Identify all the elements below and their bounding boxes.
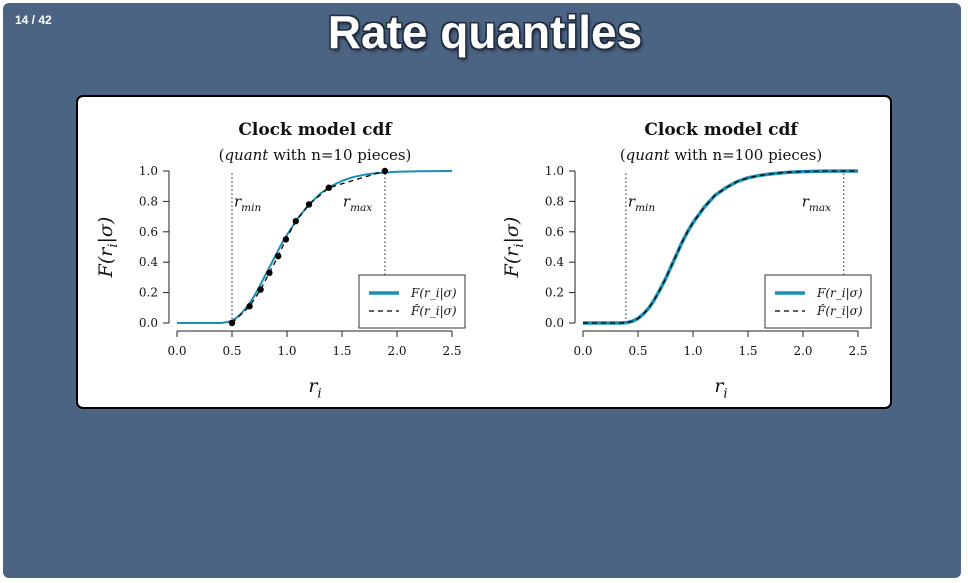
quantile-point <box>292 217 299 225</box>
quantile-point <box>246 303 253 310</box>
x-axis-title: ri <box>308 375 321 402</box>
x-tick-label: 2.0 <box>793 344 812 358</box>
legend-label: F(r_i|σ) <box>816 286 863 300</box>
slide: 14 / 42 Rate quantiles Clock model cdf (q… <box>3 3 961 578</box>
legend-label: F(r_i|σ) <box>410 286 457 300</box>
y-axis-title: F(ri|σ) <box>95 217 121 279</box>
x-axis: 0.0 0.5 1.0 1.5 2.0 2.5 <box>573 330 868 358</box>
y-axis-title: F(ri|σ) <box>501 217 527 279</box>
x-axis-title: ri <box>714 375 727 402</box>
quantile-point <box>381 167 389 175</box>
legend-label: F̂(r_i|σ) <box>410 303 457 318</box>
chart-title: Clock model cdf <box>238 120 393 140</box>
y-tick-label: 1.0 <box>139 164 158 178</box>
y-axis-title-group: F(ri|σ) <box>95 217 121 279</box>
y-tick-label: 0.6 <box>545 225 564 239</box>
x-tick-label: 0.5 <box>628 344 647 358</box>
x-tick-label: 1.0 <box>277 344 296 358</box>
quantile-point <box>305 201 313 208</box>
figure-panel: Clock model cdf (quant with n=10 pieces) 0… <box>76 95 892 409</box>
y-tick-label: 0.6 <box>139 225 158 239</box>
series-line-F-hat <box>583 170 859 324</box>
y-tick-label: 0.0 <box>545 316 564 330</box>
x-tick-label: 1.5 <box>738 344 757 358</box>
x-tick-label: 0.0 <box>573 344 592 358</box>
vline-label: rmin <box>234 192 261 214</box>
chart-title: Clock model cdf <box>644 120 799 140</box>
y-tick-label: 0.4 <box>139 255 158 269</box>
x-axis: 0.0 0.5 1.0 1.5 2.0 2.5 <box>167 330 462 358</box>
y-tick-label: 0.2 <box>139 286 158 300</box>
x-tick-label: 0.0 <box>167 344 186 358</box>
vline-label: rmin <box>628 192 655 214</box>
chart-1: Clock model cdf (quant with n=10 pieces) 0… <box>95 120 466 402</box>
y-tick-label: 0.2 <box>545 286 564 300</box>
chart-subtitle: (quant with n=100 pieces) <box>620 146 822 164</box>
vline-label: rmax <box>343 192 372 214</box>
legend-box <box>358 274 466 329</box>
series-line-F-hat <box>231 170 386 324</box>
y-axis-title-group: F(ri|σ) <box>501 217 527 279</box>
x-tick-label: 1.0 <box>683 344 702 358</box>
chart-subtitle: (quant with n=10 pieces) <box>219 146 412 164</box>
y-tick-label: 0.0 <box>139 316 158 330</box>
y-tick-label: 1.0 <box>545 164 564 178</box>
quantile-point <box>325 184 332 191</box>
quantile-point <box>228 319 236 327</box>
chart-2: Clock model cdf (quant with n=100 pieces)… <box>501 120 872 402</box>
quantile-point <box>266 269 273 277</box>
y-tick-label: 0.8 <box>139 194 158 208</box>
y-tick-label: 0.8 <box>545 194 564 208</box>
x-tick-label: 2.5 <box>442 344 461 358</box>
legend-label: F̂(r_i|σ) <box>816 303 863 318</box>
y-axis: 0.0 0.2 0.4 0.6 0.8 1.0 <box>545 164 576 330</box>
figure-svg: Clock model cdf (quant with n=10 pieces) 0… <box>95 120 872 402</box>
legend: F(r_i|σ) F̂(r_i|σ) <box>764 274 872 329</box>
legend-box <box>764 274 872 329</box>
x-tick-label: 0.5 <box>222 344 241 358</box>
vline-label: rmax <box>802 192 831 214</box>
y-tick-label: 0.4 <box>545 255 564 269</box>
x-tick-label: 2.0 <box>387 344 406 358</box>
slide-title: Rate quantiles <box>327 6 643 58</box>
quantile-point <box>282 236 290 243</box>
y-axis: 0.0 0.2 0.4 0.6 0.8 1.0 <box>139 164 170 330</box>
slide-counter: 14 / 42 <box>15 13 52 27</box>
x-tick-label: 2.5 <box>848 344 867 358</box>
quantile-point <box>275 252 282 260</box>
legend: F(r_i|σ) F̂(r_i|σ) <box>358 274 466 329</box>
quantile-point <box>257 286 264 293</box>
x-tick-label: 1.5 <box>332 344 351 358</box>
